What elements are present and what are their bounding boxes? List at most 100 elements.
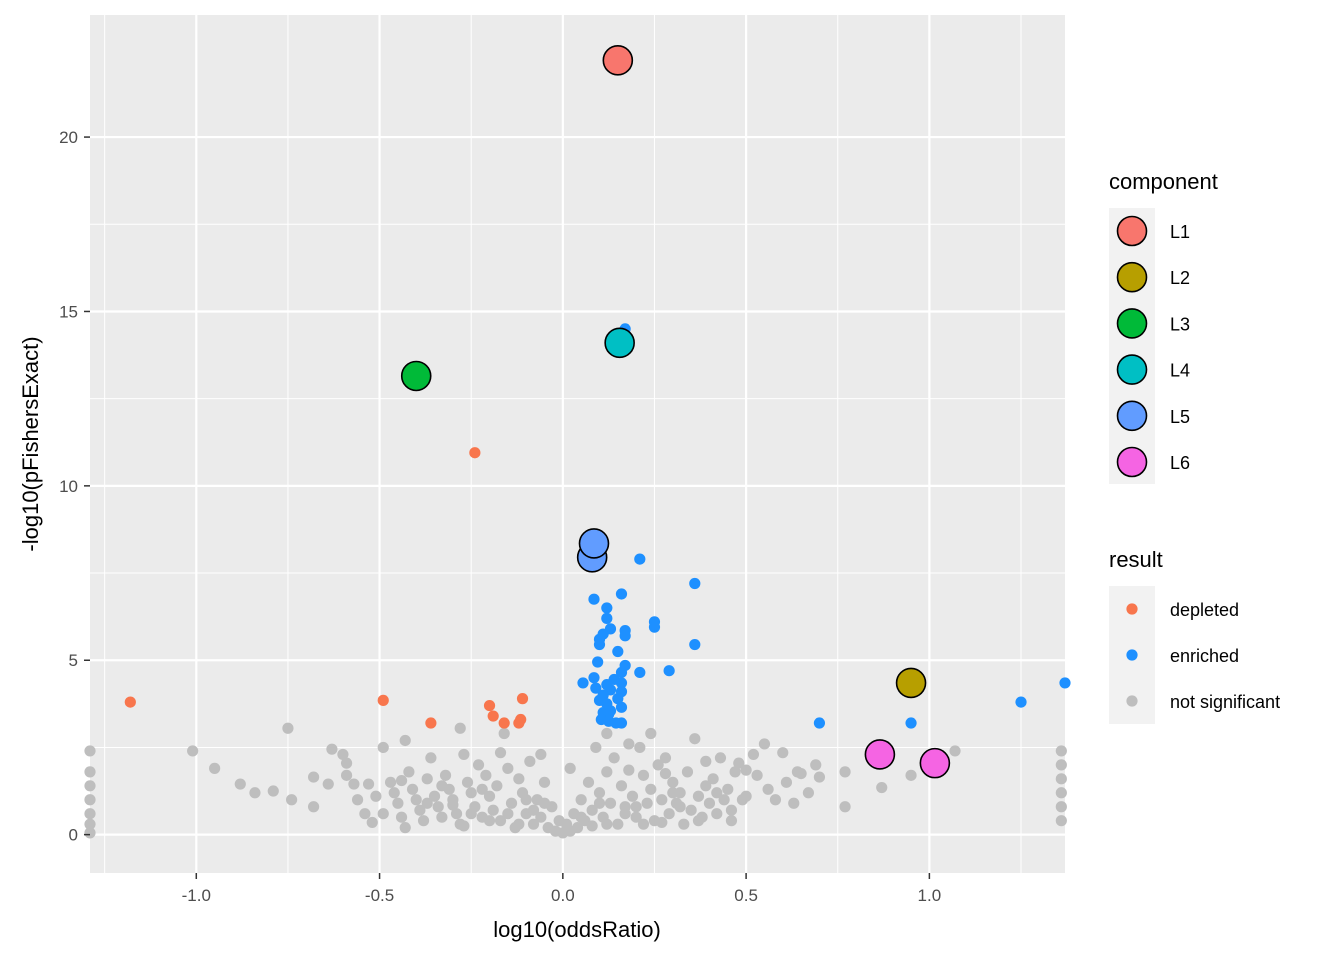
enriched-point [615,666,628,679]
enriched-point [588,593,600,605]
legend-label-l4: L4 [1170,361,1190,381]
y-axis: 0 5 10 15 20 [59,128,90,845]
not-significant-point [685,804,697,816]
enriched-point [813,717,826,729]
not-significant-point [322,778,334,790]
x-tick-label: -1.0 [182,886,211,905]
not-significant-point [733,757,745,769]
not-significant-point [586,820,598,832]
not-significant-point [839,801,851,813]
not-significant-point [535,748,547,761]
enriched-point [634,666,646,679]
not-significant-point [575,794,587,806]
component-point-l6 [919,747,951,779]
not-significant-point [480,769,492,781]
not-significant-point [502,808,514,820]
not-significant-point [187,745,199,757]
not-significant-point [307,801,320,813]
y-tick-label: 20 [59,128,78,147]
depleted-point [469,447,481,459]
enriched-point [601,602,613,614]
not-significant-point [740,790,752,802]
not-significant-point [876,781,888,794]
not-significant-point [714,752,727,764]
not-significant-point [582,776,595,788]
depleted-point [425,717,437,729]
not-significant-point [487,804,499,816]
not-significant-point [593,797,606,809]
not-significant-point [421,797,433,809]
not-significant-point [465,808,477,820]
enriched-point [612,693,624,705]
legend-key-l1 [1116,215,1148,247]
legend-key-l5 [1116,400,1148,432]
not-significant-point [659,767,672,780]
not-significant-point [762,783,774,795]
not-significant-point [711,808,723,820]
not-significant-point [608,752,620,764]
not-significant-point [949,745,961,757]
not-significant-point [395,774,408,787]
not-significant-point [645,727,657,740]
y-tick-label: 5 [69,651,78,670]
not-significant-point [564,762,576,774]
depleted-point [498,717,510,729]
not-significant-point [513,818,525,830]
not-significant-point [601,727,613,740]
not-significant-point [601,766,613,778]
legend-component-keys-bg [1109,208,1155,484]
not-significant-point [634,741,646,754]
not-significant-point [450,808,463,820]
not-significant-point [362,778,375,790]
data-points [84,45,1071,839]
enriched-point [615,701,628,713]
component-point-l2 [895,667,927,699]
enriched-point [615,717,628,729]
not-significant-point [601,818,613,830]
not-significant-point [285,794,298,806]
not-significant-point [1055,787,1067,799]
not-significant-point [524,755,536,767]
not-significant-point [494,815,507,827]
not-significant-point [777,747,789,759]
depleted-point [124,696,136,708]
y-axis-title: -log10(pFishersExact) [18,336,43,551]
depleted-point [516,693,529,705]
enriched-point [592,656,604,668]
x-tick-label: 0.0 [551,886,575,905]
enriched-point [588,672,600,684]
legend-key-l3 [1116,308,1148,339]
not-significant-point [84,780,96,792]
not-significant-point [84,745,96,757]
not-significant-point [513,773,525,785]
not-significant-point [586,804,598,816]
not-significant-point [1055,759,1067,771]
not-significant-point [436,780,448,792]
not-significant-point [813,771,826,783]
not-significant-point [326,743,338,755]
component-point-l4 [604,327,635,359]
legend-key-enriched [1126,649,1138,661]
not-significant-point [769,794,782,806]
not-significant-point [392,797,404,809]
not-significant-point [590,741,602,754]
enriched-point [619,630,631,642]
not-significant-point [249,787,261,799]
not-significant-point [282,722,294,734]
not-significant-point [623,764,635,776]
enriched-point [1015,696,1027,708]
y-tick-label: 10 [59,477,78,496]
not-significant-point [494,747,507,759]
x-axis: -1.0 -0.5 0.0 0.5 1.0 [182,873,941,905]
legend-label-enriched: enriched [1170,646,1239,666]
not-significant-point [604,797,617,809]
not-significant-point [656,816,668,829]
enriched-point [1059,677,1071,689]
enriched-point [905,717,917,729]
not-significant-point [751,769,763,781]
not-significant-point [645,783,657,795]
not-significant-point [656,794,668,806]
component-point-l5 [578,528,610,559]
legend-label-not-significant: not significant [1170,692,1280,712]
not-significant-point [428,790,441,802]
